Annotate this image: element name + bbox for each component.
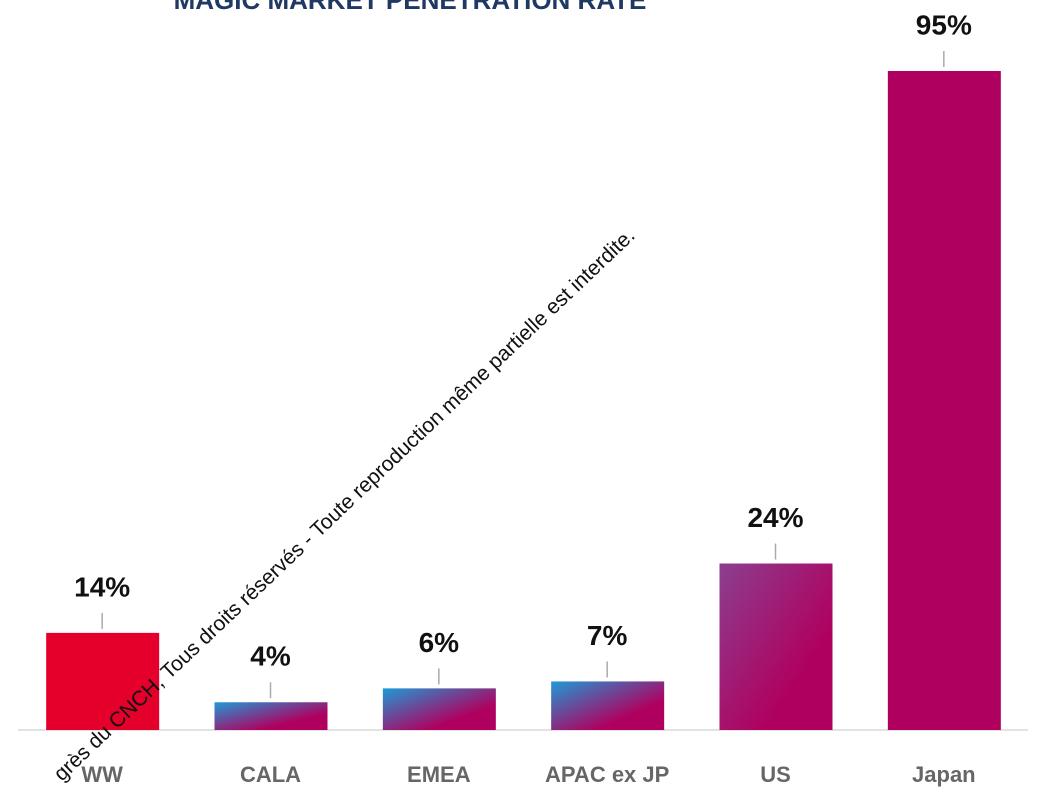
- bar: [719, 563, 833, 730]
- x-tick-label: CALA: [240, 762, 301, 787]
- bar: [887, 71, 1001, 730]
- value-label: 4%: [250, 641, 291, 672]
- value-label: 14%: [74, 571, 130, 602]
- bar: [46, 632, 160, 730]
- value-label: 95%: [916, 9, 972, 40]
- x-tick-label: EMEA: [407, 762, 471, 787]
- bar: [214, 702, 328, 730]
- bar: [382, 688, 496, 730]
- value-label: 24%: [747, 502, 803, 533]
- bar: [551, 681, 665, 730]
- value-label: 7%: [587, 620, 628, 651]
- x-tick-label: APAC ex JP: [545, 762, 669, 787]
- watermark: grès du CNCH, Tous droits réservés - Tou…: [49, 224, 639, 786]
- x-tick-label: Japan: [912, 762, 976, 787]
- x-tick-label: US: [760, 762, 791, 787]
- chart-title: MAGIC MARKET PENETRATION RATE: [174, 0, 647, 15]
- value-label: 6%: [419, 627, 460, 658]
- x-tick-label: WW: [81, 762, 123, 787]
